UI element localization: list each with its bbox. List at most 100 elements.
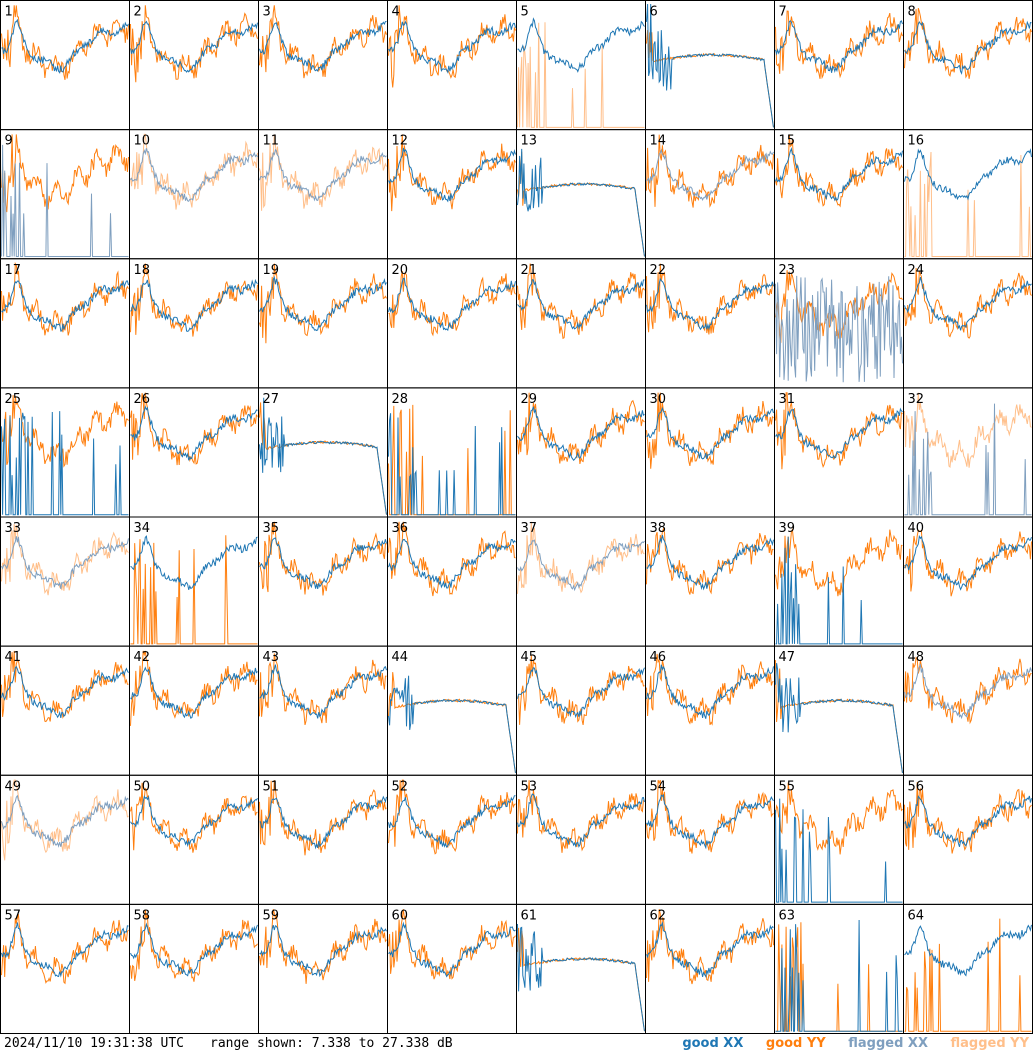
panel-7: 7 xyxy=(774,0,904,131)
series-yy xyxy=(388,521,516,597)
series-xx xyxy=(388,147,516,203)
panel-label: 12 xyxy=(392,134,409,149)
series-yy xyxy=(904,656,1032,725)
series-yy xyxy=(388,909,516,980)
series-xx xyxy=(517,923,645,1032)
series-xx xyxy=(130,795,258,848)
series-yy xyxy=(775,660,903,774)
panel-label: 26 xyxy=(134,392,151,407)
panel-frame xyxy=(0,645,130,776)
series-xx xyxy=(517,17,645,73)
panel-label: 16 xyxy=(908,134,925,149)
series-yy xyxy=(646,263,774,335)
series-yy xyxy=(517,263,645,340)
panel-label: 21 xyxy=(521,263,538,278)
panel-4: 4 xyxy=(387,0,517,131)
series-xx xyxy=(259,148,387,202)
series-xx xyxy=(259,537,387,590)
series-yy xyxy=(1,261,129,336)
panel-52: 52 xyxy=(387,774,517,905)
panel-58: 58 xyxy=(129,903,259,1034)
panel-label: 25 xyxy=(5,392,22,407)
series-xx xyxy=(130,20,258,73)
series-yy xyxy=(130,535,258,645)
panel-28: 28 xyxy=(387,387,517,518)
series-xx xyxy=(130,278,258,332)
series-yy xyxy=(388,134,516,212)
series-xx xyxy=(904,663,1032,720)
panel-label: 60 xyxy=(392,908,409,923)
panel-12: 12 xyxy=(387,129,517,260)
series-xx xyxy=(775,536,903,645)
panel-label: 9 xyxy=(5,134,13,149)
panel-label: 19 xyxy=(263,263,280,278)
series-xx xyxy=(130,666,258,719)
series-xx xyxy=(130,535,258,590)
panel-27: 27 xyxy=(258,387,388,518)
panel-31: 31 xyxy=(774,387,904,518)
panel-56: 56 xyxy=(903,774,1033,905)
panel-26: 26 xyxy=(129,387,259,518)
series-xx xyxy=(904,148,1032,201)
series-xx xyxy=(259,20,387,72)
series-yy xyxy=(904,529,1032,597)
series-xx xyxy=(775,20,903,73)
series-yy xyxy=(130,782,258,853)
series-yy xyxy=(775,527,903,597)
panel-15: 15 xyxy=(774,129,904,260)
series-xx xyxy=(388,795,516,848)
series-xx xyxy=(259,397,387,515)
series-yy xyxy=(646,653,774,726)
panel-50: 50 xyxy=(129,774,259,905)
panel-frame xyxy=(903,516,1033,647)
legend: good XX good YY flagged XX flagged YY xyxy=(664,1034,1029,1053)
panel-label: 63 xyxy=(779,908,796,923)
panel-18: 18 xyxy=(129,258,259,389)
panel-61: 61 xyxy=(516,903,646,1034)
panel-17: 17 xyxy=(0,258,130,389)
panel-label: 45 xyxy=(521,650,538,665)
panel-33: 33 xyxy=(0,516,130,647)
series-xx xyxy=(517,406,645,461)
panel-label: 31 xyxy=(779,392,796,407)
panel-label: 53 xyxy=(521,779,538,794)
panel-label: 57 xyxy=(5,908,22,923)
panel-label: 28 xyxy=(392,392,409,407)
series-xx xyxy=(517,148,645,257)
panel-frame xyxy=(0,0,130,131)
series-yy xyxy=(646,909,774,985)
series-xx xyxy=(517,793,645,848)
panel-frame xyxy=(0,258,130,389)
panel-47: 47 xyxy=(774,645,904,776)
series-xx xyxy=(904,534,1032,591)
series-yy xyxy=(1,5,129,81)
series-yy xyxy=(775,782,903,855)
series-xx xyxy=(517,539,645,592)
panel-5: 5 xyxy=(516,0,646,131)
series-xx xyxy=(1,280,129,332)
series-yy xyxy=(130,909,258,982)
panel-64: 64 xyxy=(903,903,1033,1034)
series-xx xyxy=(646,148,774,201)
series-xx xyxy=(1,411,129,516)
series-xx xyxy=(646,277,774,331)
panel-label: 44 xyxy=(392,650,409,665)
panel-label: 55 xyxy=(779,779,796,794)
series-xx xyxy=(775,798,903,903)
panel-label: 62 xyxy=(650,908,667,923)
series-xx xyxy=(259,795,387,850)
panel-label: 56 xyxy=(908,779,925,794)
panel-label: 32 xyxy=(908,392,925,407)
series-xx xyxy=(775,919,903,1032)
series-yy xyxy=(517,151,645,257)
panel-frame xyxy=(0,903,130,1034)
panel-label: 50 xyxy=(134,779,151,794)
panel-8: 8 xyxy=(903,0,1033,131)
series-yy xyxy=(646,527,774,595)
panel-frame xyxy=(129,645,259,776)
panel-label: 51 xyxy=(263,779,280,794)
panel-30: 30 xyxy=(645,387,775,518)
series-yy xyxy=(904,392,1032,469)
panel-frame xyxy=(387,129,517,260)
legend-good-xx: good XX xyxy=(682,1036,744,1051)
